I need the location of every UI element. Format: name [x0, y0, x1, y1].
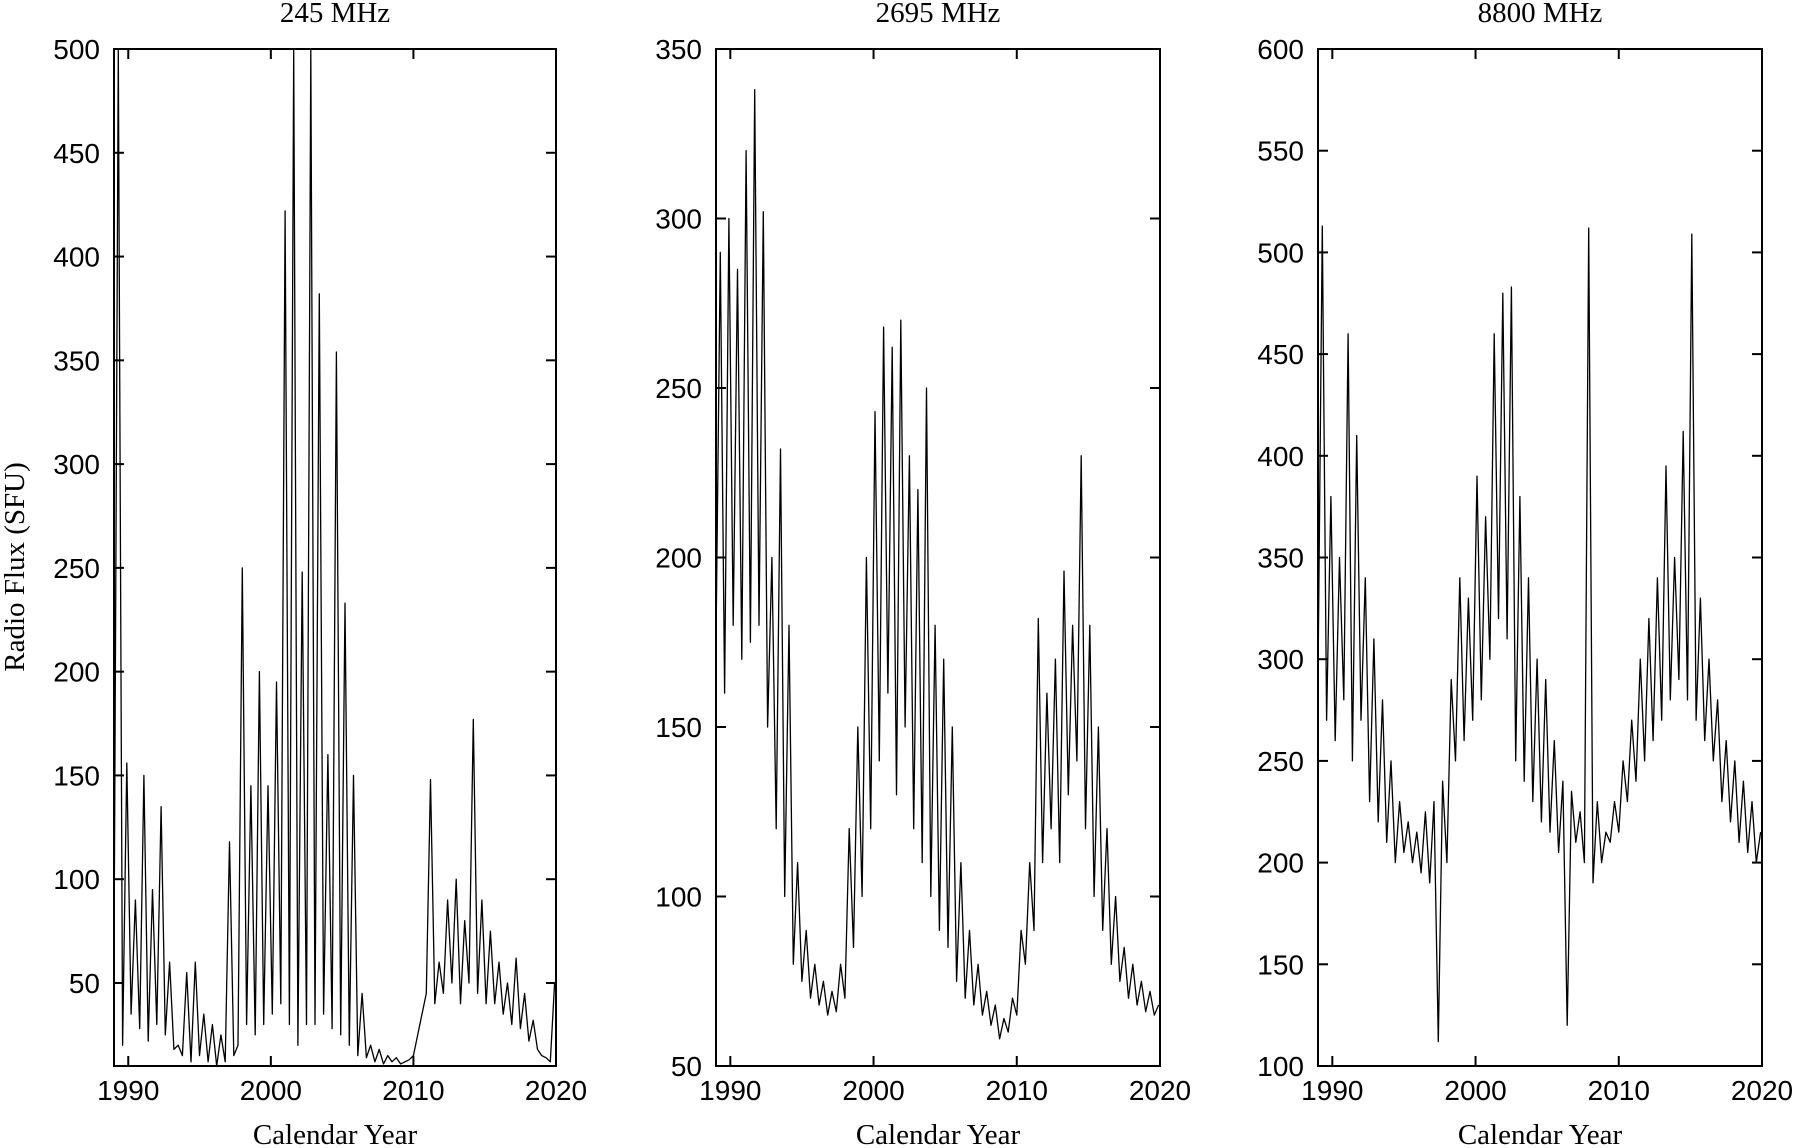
series-line — [715, 89, 1160, 1040]
y-tick-label: 200 — [53, 657, 100, 688]
y-tick-label: 200 — [1257, 848, 1304, 879]
y-tick-label: 500 — [53, 34, 100, 65]
x-tick-label: 2000 — [240, 1075, 302, 1106]
x-tick-label: 2000 — [1444, 1075, 1506, 1106]
chart-panel-3: 8800 MHz Calendar Year 1990 2000 2010 2020 100… — [1257, 0, 1793, 1148]
x-tick-label: 1990 — [699, 1075, 761, 1106]
y-tick-label: 250 — [53, 553, 100, 584]
chart-panel-2: 2695 MHz Calendar Year 1990 2000 2010 2020 50 1… — [655, 0, 1191, 1148]
y-tick-label: 50 — [671, 1051, 702, 1082]
chart-panel-1: 245 MHz Calendar Year 1990 2000 2010 2020 50 10… — [53, 0, 587, 1148]
y-tick-label: 300 — [53, 449, 100, 480]
y-tick-label: 250 — [655, 373, 702, 404]
y-tick-label: 250 — [1257, 746, 1304, 777]
y-tick-label: 150 — [655, 712, 702, 743]
y-tick-label: 50 — [69, 968, 100, 999]
chart-title: 245 MHz — [280, 0, 390, 29]
y-tick-label: 350 — [655, 34, 702, 65]
chart-title: 8800 MHz — [1478, 0, 1603, 29]
chart-title: 2695 MHz — [876, 0, 1001, 29]
y-tick-label: 100 — [53, 864, 100, 895]
y-tick-label: 450 — [53, 138, 100, 169]
y-tick-label: 400 — [53, 242, 100, 273]
x-tick-label: 2020 — [1731, 1075, 1793, 1106]
y-tick-label: 500 — [1257, 237, 1304, 268]
series-line — [113, 48, 556, 1067]
y-tick-label: 550 — [1257, 136, 1304, 167]
series-line — [1317, 225, 1762, 1043]
y-axis-label: Radio Flux (SFU) — [0, 462, 31, 671]
panels: 245 MHz Calendar Year 1990 2000 2010 2020 50 10… — [53, 0, 1793, 1148]
y-tick-label: 300 — [1257, 644, 1304, 675]
y-tick-label: 300 — [655, 204, 702, 235]
y-tick-label: 600 — [1257, 34, 1304, 65]
plot-frame — [113, 48, 557, 1067]
x-tick-label: 2020 — [1129, 1075, 1191, 1106]
y-tick-label: 350 — [53, 345, 100, 376]
x-tick-label: 2000 — [842, 1075, 904, 1106]
y-tick-label: 150 — [53, 760, 100, 791]
y-tick-label: 100 — [1257, 1051, 1304, 1082]
x-axis-label: Calendar Year — [1458, 1119, 1623, 1148]
x-tick-label: 2010 — [382, 1075, 444, 1106]
y-tick-label: 450 — [1257, 339, 1304, 370]
y-tick-label: 200 — [655, 543, 702, 574]
y-tick-label: 100 — [655, 882, 702, 913]
x-tick-label: 1990 — [1301, 1075, 1363, 1106]
x-axis-label: Calendar Year — [253, 1119, 418, 1148]
x-axis-label: Calendar Year — [856, 1119, 1021, 1148]
y-tick-label: 400 — [1257, 441, 1304, 472]
y-tick-label: 150 — [1257, 949, 1304, 980]
plot-frame — [715, 48, 1161, 1067]
x-tick-label: 1990 — [97, 1075, 159, 1106]
y-tick-label: 350 — [1257, 543, 1304, 574]
x-tick-label: 2010 — [986, 1075, 1048, 1106]
x-tick-label: 2010 — [1588, 1075, 1650, 1106]
x-tick-label: 2020 — [525, 1075, 587, 1106]
plot-frame — [1317, 48, 1763, 1067]
